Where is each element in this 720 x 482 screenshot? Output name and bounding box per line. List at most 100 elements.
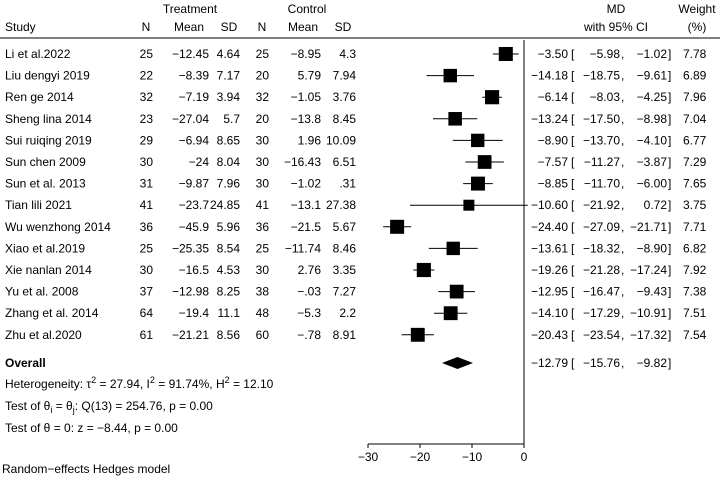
study-ci-upper: −10.91 xyxy=(630,306,667,320)
treatment-n: 22 xyxy=(140,69,154,83)
treatment-mean: −23.7 xyxy=(179,198,210,212)
ci-bracket-open: [ xyxy=(571,198,575,212)
study-weight: 6.89 xyxy=(683,69,707,83)
header-treatment-n: N xyxy=(142,20,151,34)
effect-square xyxy=(390,219,405,234)
study-name: Zhang et al. 2014 xyxy=(5,306,99,320)
ci-bracket-open: [ xyxy=(571,241,575,255)
control-sd: 27.38 xyxy=(326,198,356,212)
study-weight: 7.78 xyxy=(683,47,707,61)
study-weight: 6.82 xyxy=(683,241,707,255)
control-n: 30 xyxy=(256,133,270,147)
treatment-mean: −7.19 xyxy=(179,90,210,104)
study-row: Yu et al. 2008 37 −12.98 8.25 38 −.03 7.27 −12.… xyxy=(5,285,707,299)
heterogeneity-text: Heterogeneity: τ2 = 27.94, I2 = 91.74%, … xyxy=(5,375,274,391)
effect-square xyxy=(443,68,457,83)
study-md-value: −20.43 xyxy=(531,328,568,342)
x-tick-label: 0 xyxy=(521,450,528,464)
treatment-n: 64 xyxy=(140,306,154,320)
control-sd: 5.67 xyxy=(333,220,357,234)
control-n: 30 xyxy=(256,263,270,277)
ci-comma: , xyxy=(621,220,624,234)
ci-comma: , xyxy=(621,155,624,169)
study-ci-lower: −21.28 xyxy=(583,263,620,277)
ci-bracket-close: ] xyxy=(668,90,671,104)
control-sd: 4.3 xyxy=(339,47,356,61)
treatment-sd: 8.25 xyxy=(217,285,241,299)
study-weight: 7.92 xyxy=(683,263,707,277)
header-study: Study xyxy=(5,20,36,34)
ci-bracket-close: ] xyxy=(668,177,671,191)
ci-bracket-open: [ xyxy=(571,328,575,342)
control-mean: −1.05 xyxy=(291,90,322,104)
treatment-sd: 7.96 xyxy=(217,177,241,191)
treatment-mean: −6.94 xyxy=(179,133,210,147)
treatment-sd: 5.7 xyxy=(223,112,240,126)
effect-square xyxy=(449,284,464,299)
control-n: 48 xyxy=(256,306,270,320)
ci-comma: , xyxy=(621,90,624,104)
study-name: Liu dengyi 2019 xyxy=(5,69,90,83)
effect-square xyxy=(410,327,425,342)
study-name: Sun et al. 2013 xyxy=(5,177,86,191)
study-ci-upper: −6.00 xyxy=(637,177,668,191)
overall-ci: −12.79[−15.76, −9.82] xyxy=(531,356,671,370)
treatment-mean: −21.21 xyxy=(172,328,209,342)
header-md: MD xyxy=(607,2,626,16)
treatment-mean: −12.98 xyxy=(172,285,209,299)
ci-bracket-close: ] xyxy=(668,198,671,212)
header-treatment-sd: SD xyxy=(221,20,238,34)
ci-comma: , xyxy=(621,306,624,320)
ci-bracket-open: [ xyxy=(571,90,575,104)
study-name: Wu wenzhong 2014 xyxy=(5,220,111,234)
treatment-mean: −12.45 xyxy=(172,47,209,61)
treatment-n: 30 xyxy=(140,155,154,169)
control-n: 41 xyxy=(256,198,270,212)
x-tick-label: −10 xyxy=(462,450,483,464)
x-tick-label: −20 xyxy=(410,450,431,464)
treatment-sd: 24.85 xyxy=(210,198,240,212)
study-ci-upper: −9.61 xyxy=(637,69,668,83)
ci-comma: , xyxy=(621,285,624,299)
test-zero-text: Test of θ = 0: z = −8.44, p = 0.00 xyxy=(5,421,178,435)
control-sd: 3.35 xyxy=(333,263,357,277)
control-mean: 1.96 xyxy=(298,133,322,147)
study-md-value: −6.14 xyxy=(538,90,569,104)
ci-bracket-close: ] xyxy=(668,112,671,126)
ci-comma: , xyxy=(621,263,624,277)
study-ci-lower: −18.32 xyxy=(583,241,620,255)
treatment-n: 36 xyxy=(140,220,154,234)
study-ci-upper: −21.71 xyxy=(630,220,667,234)
study-md-value: −7.57 xyxy=(538,155,569,169)
control-mean: −13.8 xyxy=(291,112,322,126)
control-n: 25 xyxy=(256,241,270,255)
study-weight: 7.29 xyxy=(683,155,707,169)
treatment-n: 25 xyxy=(140,241,154,255)
treatment-n: 41 xyxy=(140,198,154,212)
study-ci-lower: −21.92 xyxy=(583,198,620,212)
ci-bracket-close: ] xyxy=(668,306,671,320)
ci-bracket-open: [ xyxy=(571,47,575,61)
study-name: Tian lili 2021 xyxy=(5,198,72,212)
treatment-n: 37 xyxy=(140,285,154,299)
header-control-mean: Mean xyxy=(288,20,318,34)
ci-bracket-close: ] xyxy=(668,133,671,147)
study-md-value: −24.40 xyxy=(531,220,568,234)
study-row: Li et al.2022 25 −12.45 4.64 25 −8.95 4.3 −3.50… xyxy=(5,47,707,61)
study-ci-upper: 0.72 xyxy=(644,198,668,212)
study-ci-lower: −11.27 xyxy=(584,155,620,169)
control-mean: −.03 xyxy=(297,285,321,299)
ci-bracket-open: [ xyxy=(571,133,575,147)
control-mean: −16.43 xyxy=(284,155,321,169)
effect-square xyxy=(446,241,460,256)
treatment-mean: −27.04 xyxy=(172,112,209,126)
study-md-value: −3.50 xyxy=(538,47,569,61)
treatment-mean: −16.5 xyxy=(179,263,210,277)
control-sd: 2.2 xyxy=(339,306,356,320)
study-ci-lower: −5.98 xyxy=(590,47,621,61)
ci-bracket-open: [ xyxy=(571,306,575,320)
study-md-value: −8.90 xyxy=(538,133,569,147)
study-ci-lower: −27.09 xyxy=(583,220,620,234)
treatment-n: 30 xyxy=(140,263,154,277)
study-name: Zhu et al.2020 xyxy=(5,328,82,342)
